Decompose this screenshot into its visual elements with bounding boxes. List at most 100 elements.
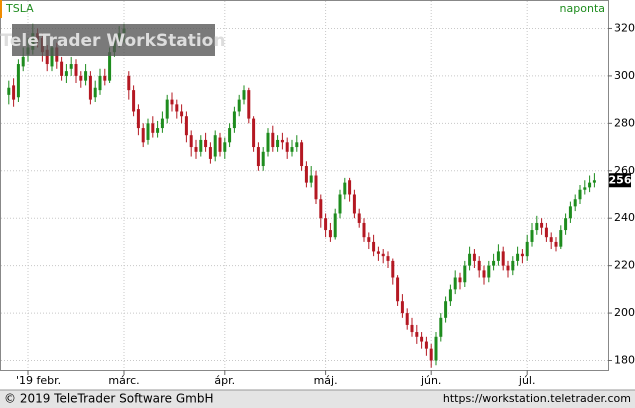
last-price-label: 256 — [609, 173, 632, 186]
footer-copyright: © 2019 TeleTrader Software GmbH — [4, 392, 214, 406]
candle-body — [516, 253, 520, 261]
candle-body — [496, 251, 500, 261]
candle-body — [554, 241, 558, 247]
candle-body — [151, 123, 155, 133]
candle-body — [175, 104, 179, 112]
footer-bar — [0, 390, 635, 408]
candle-body — [348, 180, 352, 195]
candle-body — [501, 251, 505, 266]
candle-body — [132, 90, 136, 112]
y-tick-label: 180 — [614, 354, 635, 367]
candle-body — [324, 218, 328, 231]
candle-body — [247, 90, 251, 119]
candle-body — [472, 253, 476, 261]
y-tick-label: 200 — [614, 306, 635, 319]
candle-body — [458, 277, 462, 283]
candle-body — [237, 99, 241, 112]
candle-body — [588, 182, 592, 188]
candle-body — [165, 99, 169, 119]
candle-body — [391, 260, 395, 278]
candle-body — [300, 142, 304, 167]
candle-body — [424, 341, 428, 349]
candle-body — [535, 222, 539, 231]
candle-body — [367, 237, 371, 242]
candle-body — [74, 64, 78, 76]
candle-body — [252, 118, 256, 148]
candle-body — [69, 64, 73, 69]
candle-body — [429, 348, 433, 361]
plot-frame — [0, 0, 609, 371]
candle-body — [285, 142, 289, 152]
candle-body — [400, 301, 404, 314]
y-tick-label: 280 — [614, 116, 635, 129]
candle-body — [544, 227, 548, 238]
plot-area — [1, 1, 608, 370]
candle-body — [60, 61, 64, 76]
footer-url: https://workstation.teletrader.com — [443, 392, 631, 405]
y-tick-label: 240 — [614, 211, 635, 224]
candle-body — [314, 175, 318, 200]
x-tick-label: júl. — [518, 374, 536, 387]
candle-body — [564, 218, 568, 231]
last-price-box — [609, 173, 631, 188]
candle-body — [583, 187, 587, 190]
y-tick-label: 220 — [614, 259, 635, 272]
candle-body — [223, 142, 227, 152]
candle-body — [357, 213, 361, 223]
candle-body — [352, 194, 356, 214]
candle-body — [386, 256, 390, 261]
x-tick-label: márc. — [108, 374, 139, 387]
candle-body — [444, 301, 448, 318]
candle-body — [7, 87, 11, 95]
watermark-box — [12, 24, 215, 56]
candle-body — [84, 71, 88, 81]
candle-body — [559, 230, 563, 247]
candle-body — [420, 336, 424, 342]
candle-body — [50, 47, 54, 67]
candle-body — [434, 336, 438, 361]
y-tick-label: 320 — [614, 21, 635, 34]
x-tick-label: ápr. — [214, 374, 235, 387]
candle-body — [156, 128, 160, 133]
candle-body — [228, 128, 232, 143]
candle-body — [463, 265, 467, 283]
candle-body — [141, 128, 145, 143]
candle-body — [280, 139, 284, 143]
candle-body — [381, 253, 385, 257]
candle-body — [232, 111, 236, 129]
y-tick-label: 300 — [614, 69, 635, 82]
candle-body — [199, 139, 203, 152]
candle-body — [477, 260, 481, 271]
x-tick-label: jún. — [420, 374, 442, 387]
candle-body — [487, 265, 491, 278]
candle-body — [362, 222, 366, 238]
candle-body — [549, 237, 553, 242]
candle-body — [520, 253, 524, 257]
candle-body — [540, 222, 544, 228]
candle-body — [333, 213, 337, 238]
candle-body — [79, 75, 83, 81]
candle-body — [343, 182, 347, 195]
candle-body — [88, 75, 92, 100]
candle-body — [439, 317, 443, 337]
candle-body — [16, 64, 20, 98]
candle-body — [415, 332, 419, 337]
candle-body — [482, 270, 486, 278]
candle-body — [338, 194, 342, 214]
candle-body — [103, 75, 107, 81]
candle-body — [256, 147, 260, 167]
candle-body — [304, 166, 308, 183]
candle-body — [184, 116, 188, 136]
candle-body — [108, 52, 112, 81]
candle-body — [136, 109, 140, 129]
x-tick-label: '19 febr. — [16, 374, 61, 387]
candle-body — [506, 265, 510, 271]
candle-body — [511, 260, 515, 271]
candle-body — [204, 139, 208, 148]
candle-body — [592, 180, 596, 183]
candle-body — [208, 147, 212, 159]
candle-body — [276, 139, 280, 148]
candle-body — [266, 132, 270, 152]
